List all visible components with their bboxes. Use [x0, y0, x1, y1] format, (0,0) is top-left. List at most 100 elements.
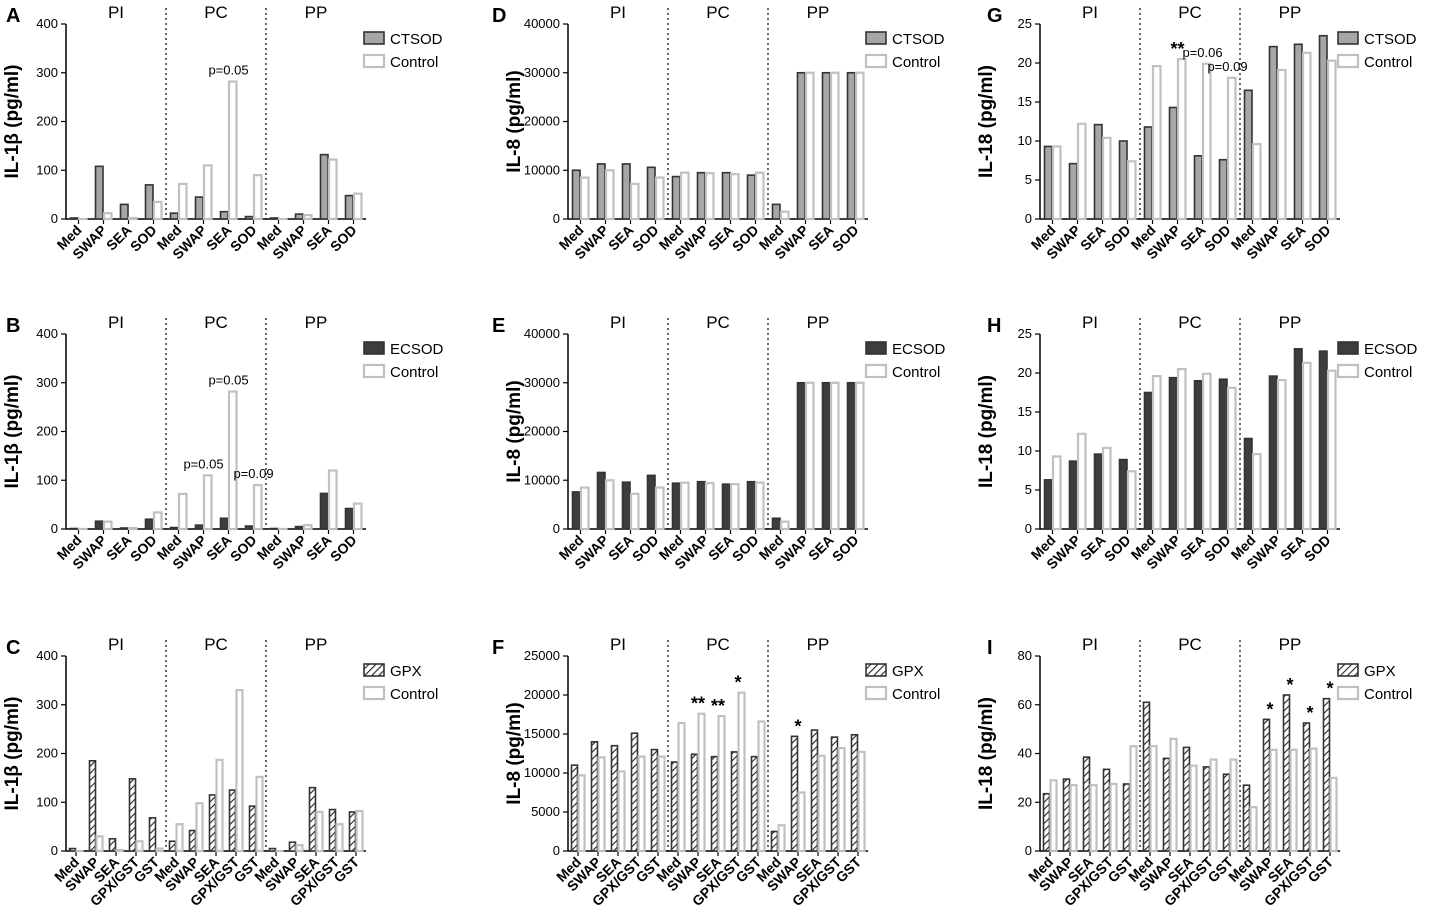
- bar-ecsod-8: [771, 517, 781, 530]
- y-tick-label: 80: [1018, 648, 1032, 663]
- bar-control-11: [352, 502, 363, 531]
- bar-control-6: [227, 80, 238, 221]
- bar-ctsod-2: [1093, 123, 1103, 220]
- bar-control-4: [1151, 375, 1162, 531]
- bar-control-3: [637, 755, 646, 853]
- bar-control-5: [175, 823, 184, 853]
- bar-ctsod-2: [119, 203, 129, 220]
- bar-control-0: [579, 176, 590, 221]
- bar-gpx-3: [630, 732, 639, 852]
- panel-c: CIL-1β (pg/ml)0100200300400MedSWAPSEAGPX…: [2, 635, 438, 909]
- bar-control-5: [704, 172, 715, 221]
- bar-control-1: [1076, 432, 1087, 531]
- bar-control-9: [804, 71, 815, 221]
- group-label: PC: [706, 3, 730, 22]
- y-tick-label: 40: [1018, 746, 1032, 761]
- x-tick-label: SEA: [805, 532, 837, 564]
- group-label: PI: [108, 313, 124, 332]
- bar-gpx-7: [208, 794, 217, 852]
- bar-control-5: [1149, 745, 1158, 853]
- bar-gpx-5: [1142, 701, 1151, 852]
- bar-ecsod-5: [1168, 376, 1178, 530]
- bar-control-11: [1326, 369, 1337, 531]
- y-tick-label: 0: [1025, 211, 1032, 226]
- bar-ecsod-11: [1318, 350, 1328, 530]
- bar-control-12: [817, 754, 826, 853]
- bar-control-1: [102, 212, 113, 221]
- x-tick-label: SOD: [829, 532, 862, 565]
- bar-control-4: [177, 182, 188, 221]
- bar-ctsod-9: [1268, 45, 1278, 220]
- y-tick-label: 100: [36, 162, 58, 177]
- bar-ctsod-3: [646, 166, 656, 220]
- x-tick-label: SEA: [103, 532, 135, 564]
- bar-control-4: [1151, 65, 1162, 221]
- bar-ecsod-10: [319, 492, 329, 530]
- bar-control-3: [152, 200, 163, 221]
- annotation: *: [1326, 679, 1333, 699]
- bar-ecsod-7: [244, 525, 254, 530]
- bar-gpx-13: [830, 736, 839, 852]
- x-tick-label: SEA: [203, 532, 235, 564]
- y-tick-label: 0: [51, 211, 58, 226]
- legend-swatch: [363, 341, 385, 355]
- annotation: p=0.09: [233, 466, 273, 481]
- x-tick-label: SEA: [605, 532, 637, 564]
- x-tick-label: SEA: [705, 532, 737, 564]
- group-label: PP: [1279, 635, 1302, 654]
- x-tick-label: SOD: [1201, 532, 1234, 565]
- bar-control-4: [679, 171, 690, 221]
- bar-control-7: [717, 714, 726, 853]
- bar-gpx-14: [348, 811, 357, 852]
- bar-ctsod-1: [1068, 162, 1078, 220]
- group-label: PI: [1082, 635, 1098, 654]
- bar-control-5: [202, 164, 213, 221]
- bar-control-2: [115, 848, 124, 853]
- bar-control-6: [1201, 62, 1212, 221]
- bar-control-3: [152, 511, 163, 531]
- bar-ecsod-8: [1243, 437, 1253, 530]
- bar-ecsod-3: [144, 518, 154, 530]
- bar-control-11: [1269, 748, 1278, 853]
- bar-control-7: [1226, 386, 1237, 531]
- annotation: *: [1286, 675, 1293, 695]
- bar-control-8: [779, 520, 790, 531]
- y-tick-label: 15: [1018, 94, 1032, 109]
- bar-gpx-12: [810, 729, 819, 852]
- legend-swatch: [864, 685, 888, 701]
- bar-ctsod-9: [796, 71, 806, 220]
- bar-ctsod-8: [269, 217, 279, 220]
- y-tick-label: 20: [1018, 365, 1032, 380]
- panel-letter: G: [987, 5, 1003, 27]
- bar-control-2: [1089, 784, 1098, 853]
- bar-ctsod-1: [94, 165, 104, 220]
- bar-control-11: [854, 381, 865, 531]
- bar-ctsod-8: [1243, 89, 1253, 220]
- bar-control-3: [135, 840, 144, 853]
- bar-ctsod-1: [596, 163, 606, 220]
- legend-label: Control: [390, 364, 438, 381]
- bar-control-2: [127, 526, 138, 531]
- y-tick-label: 20000: [524, 424, 560, 439]
- x-tick-label: SEA: [1177, 532, 1209, 564]
- bar-gpx-1: [1062, 778, 1071, 852]
- bar-gpx-0: [1042, 792, 1051, 852]
- legend-swatch: [1336, 685, 1360, 701]
- panel-letter: C: [6, 637, 20, 659]
- bar-control-4: [657, 755, 666, 853]
- y-axis-title: IL-1β (pg/ml): [2, 65, 23, 179]
- panel-e: EIL-8 (pg/ml)010000200003000040000MedSWA…: [492, 313, 946, 572]
- x-tick-label: SEA: [203, 222, 235, 254]
- legend-swatch: [362, 363, 386, 379]
- x-tick-label: SOD: [227, 222, 260, 255]
- bar-control-5: [1176, 57, 1187, 221]
- y-axis-title: IL-8 (pg/ml): [504, 70, 525, 172]
- x-tick-label: SOD: [729, 222, 762, 255]
- legend-swatch: [362, 685, 386, 701]
- y-tick-label: 10: [1018, 133, 1032, 148]
- bar-gpx-5: [670, 761, 679, 852]
- bar-control-8: [235, 689, 244, 853]
- bar-gpx-6: [690, 753, 699, 852]
- legend-label: GPX: [390, 663, 422, 680]
